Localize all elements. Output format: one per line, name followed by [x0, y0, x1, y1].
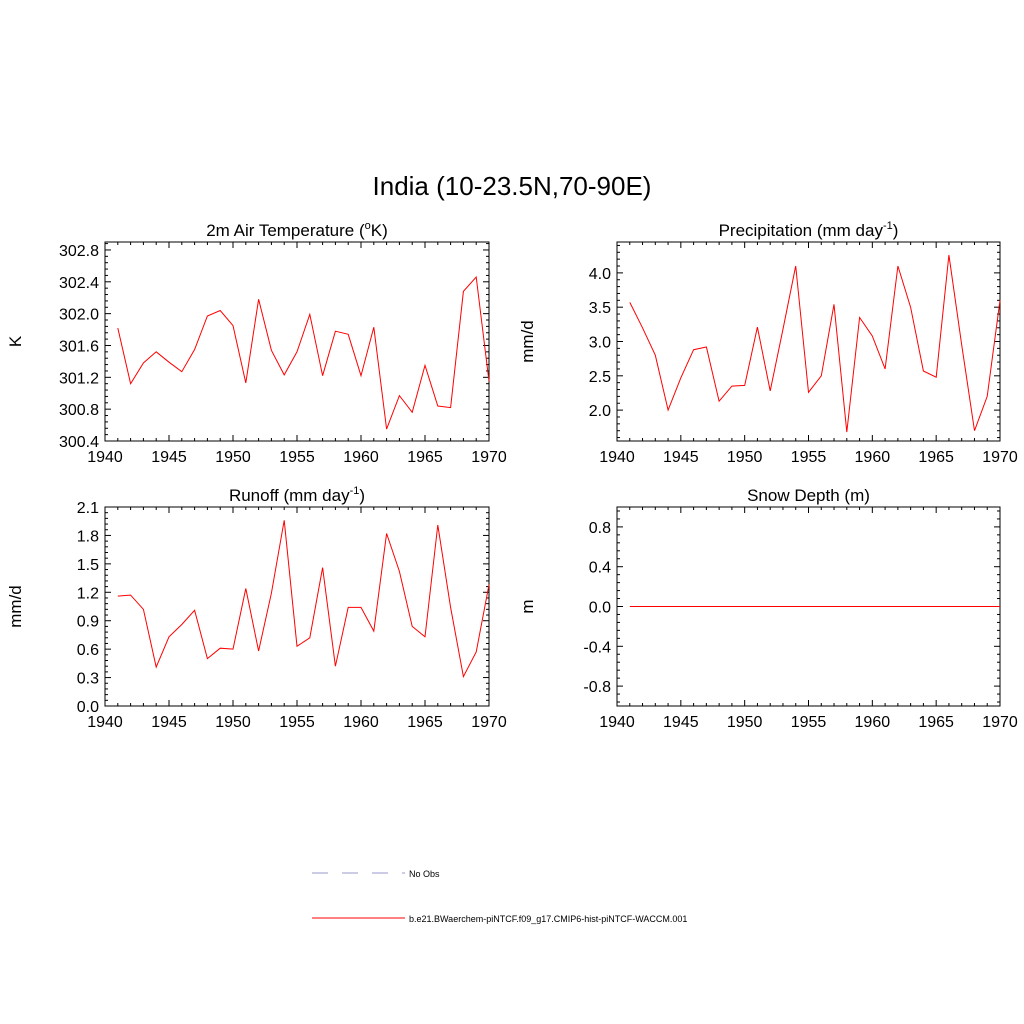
x-tick-label: 1940	[87, 714, 123, 731]
x-tick-label: 1945	[663, 449, 699, 466]
x-tick-label: 1950	[727, 449, 763, 466]
chart-panel-4: Snow Depth (m) m 1940 1945 1950 1955 1960 1965 1…	[518, 486, 1018, 731]
x-tick-label: 1970	[471, 449, 507, 466]
y-tick-label: 302.4	[59, 275, 99, 292]
y-tick-label: 0.4	[589, 560, 611, 577]
y-tick-label: 0.0	[77, 699, 99, 716]
x-tick-label: 1945	[151, 714, 187, 731]
y-tick-label: 301.2	[59, 370, 99, 387]
y-tick-label: 0.0	[589, 600, 611, 617]
chart-panel-3: Runoff (mm day-1) mm/d 1940 1945 1950 1955 196…	[6, 485, 507, 731]
panel-title-text: Precipitation (mm day	[719, 221, 884, 240]
y-tick-label: 3.5	[589, 300, 611, 317]
x-tick-label: 1940	[599, 449, 635, 466]
y-tick-label: 0.3	[77, 671, 99, 688]
y-axis-label: m	[518, 599, 537, 613]
y-axis-label: mm/d	[6, 585, 25, 628]
y-tick-label: 2.5	[589, 369, 611, 386]
y-tick-label: 1.5	[77, 557, 99, 574]
panel-title-superscript: -1	[350, 485, 360, 497]
y-tick-label: 2.0	[589, 403, 611, 420]
y-tick-label: 302.0	[59, 307, 99, 324]
y-tick-label: 1.2	[77, 585, 99, 602]
y-tick-label: -0.4	[583, 639, 611, 656]
legend-obs-label: No Obs	[409, 869, 440, 879]
plot-frame	[104, 241, 490, 442]
y-axis-label: K	[6, 335, 25, 347]
x-tick-label: 1955	[279, 714, 315, 731]
panel-title-tail: K)	[371, 221, 388, 240]
series-line-1	[629, 254, 1001, 433]
x-tick-label: 1970	[982, 714, 1018, 731]
series-line-1	[117, 275, 490, 430]
y-tick-label: 1.8	[77, 528, 99, 545]
chart-panel-2: Precipitation (mm day-1) mm/d 1940 1945 1950…	[518, 220, 1018, 466]
y-tick-label: 300.4	[59, 434, 99, 451]
x-tick-label: 1960	[343, 714, 379, 731]
x-tick-label: 1970	[471, 714, 507, 731]
figure-title: India (10-23.5N,70-90E)	[373, 171, 652, 201]
panel-title-text: 2m Air Temperature (	[206, 221, 365, 240]
x-tick-label: 1960	[855, 449, 891, 466]
y-axis-label: mm/d	[518, 320, 537, 363]
y-tick-label: 301.6	[59, 338, 99, 355]
x-tick-label: 1945	[151, 449, 187, 466]
panel-title-text: Snow Depth (m)	[747, 486, 870, 505]
panel-grid: 2m Air Temperature (oK) K 1940 1945 1950 1955…	[6, 220, 1018, 731]
x-tick-label: 1940	[599, 714, 635, 731]
x-tick-label: 1950	[727, 714, 763, 731]
legend: No Obs b.e21.BWaerchem-piNTCF.f09_g17.CM…	[312, 869, 687, 924]
x-tick-label: 1965	[407, 714, 443, 731]
panel-title-tail: )	[359, 486, 365, 505]
y-tick-label: -0.8	[583, 679, 611, 696]
chart-panel-1: 2m Air Temperature (oK) K 1940 1945 1950 1955…	[6, 220, 507, 466]
x-tick-label: 1955	[791, 714, 827, 731]
panel-title-superscript: o	[365, 220, 371, 232]
plot-frame	[616, 241, 1001, 442]
panel-title: Runoff (mm day-1)	[229, 485, 365, 505]
y-tick-label: 302.8	[59, 243, 99, 260]
y-tick-label: 300.8	[59, 402, 99, 419]
x-tick-label: 1965	[918, 714, 954, 731]
panel-title-tail: )	[893, 221, 899, 240]
x-tick-label: 1950	[215, 449, 251, 466]
x-tick-label: 1945	[663, 714, 699, 731]
y-tick-label: 0.9	[77, 614, 99, 631]
y-tick-label: 2.1	[77, 500, 99, 517]
y-tick-label: 0.6	[77, 642, 99, 659]
y-tick-label: 4.0	[589, 266, 611, 283]
x-tick-label: 1970	[982, 449, 1018, 466]
x-tick-label: 1955	[279, 449, 315, 466]
y-tick-label: 3.0	[589, 335, 611, 352]
x-tick-label: 1965	[407, 449, 443, 466]
panel-title: Precipitation (mm day-1)	[719, 220, 899, 240]
panel-title-superscript: -1	[883, 220, 893, 232]
legend-model-label: b.e21.BWaerchem-piNTCF.f09_g17.CMIP6-his…	[409, 914, 687, 924]
panel-title-text: Runoff (mm day	[229, 486, 350, 505]
x-tick-label: 1965	[918, 449, 954, 466]
panel-title: Snow Depth (m)	[747, 486, 870, 505]
x-tick-label: 1955	[791, 449, 827, 466]
series-line-1	[117, 520, 490, 679]
x-tick-label: 1960	[343, 449, 379, 466]
x-tick-label: 1950	[215, 714, 251, 731]
plot-frame	[104, 506, 490, 707]
x-tick-label: 1940	[87, 449, 123, 466]
y-tick-label: 0.8	[589, 520, 611, 537]
panel-title: 2m Air Temperature (oK)	[206, 220, 388, 240]
x-tick-label: 1960	[855, 714, 891, 731]
